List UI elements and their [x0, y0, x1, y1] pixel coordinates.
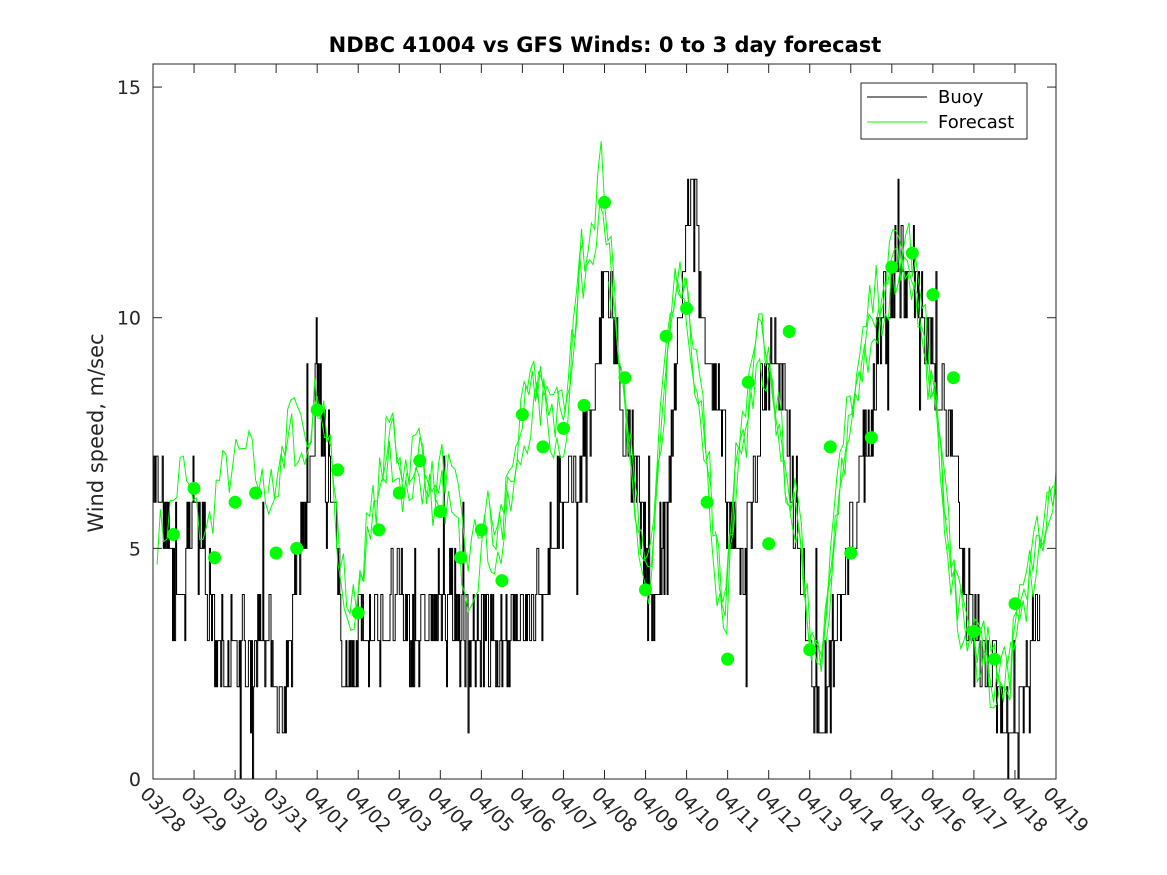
- y-axis: 0 5 10 15: [117, 77, 1056, 791]
- forecast-point: [700, 495, 714, 509]
- forecast-point: [310, 403, 324, 417]
- forecast-line-6: [714, 222, 1054, 685]
- forecast-point: [331, 463, 345, 477]
- forecast-point: [269, 546, 283, 560]
- forecast-point: [926, 288, 940, 302]
- forecast-point: [864, 431, 878, 445]
- plot-background: [153, 64, 1056, 779]
- forecast-point: [762, 537, 776, 551]
- forecast-point: [987, 652, 1001, 666]
- forecast-point: [598, 195, 611, 209]
- y-tick-label: 10: [117, 308, 141, 330]
- forecast-point: [557, 421, 570, 435]
- forecast-point: [392, 486, 406, 500]
- forecast-point: [618, 371, 632, 385]
- forecast-point: [290, 541, 304, 555]
- forecast-point: [474, 523, 488, 537]
- legend-buoy-label: Buoy: [938, 87, 984, 108]
- plot-area: [153, 64, 1057, 780]
- forecast-point: [454, 551, 468, 565]
- forecast-point: [372, 523, 386, 537]
- forecast-point: [639, 583, 652, 597]
- forecast-line-8: [940, 447, 1057, 703]
- forecast-point: [249, 486, 263, 500]
- legend: Buoy Forecast: [860, 82, 1028, 140]
- forecast-line-4: [489, 141, 835, 673]
- forecast-series: [156, 141, 1057, 709]
- forecast-point: [536, 440, 550, 454]
- forecast-point: [659, 329, 673, 343]
- forecast-point: [187, 481, 201, 495]
- forecast-point: [413, 454, 427, 468]
- y-tick-label: 5: [129, 538, 141, 560]
- legend-forecast-label: Forecast: [938, 112, 1014, 133]
- forecast-point: [967, 624, 981, 638]
- forecast-point: [905, 246, 919, 260]
- legend-box: [860, 82, 1028, 140]
- y-axis-label: Wind speed, m/sec: [84, 333, 108, 532]
- forecast-point: [433, 505, 447, 518]
- forecast-line-2: [267, 242, 584, 616]
- forecast-point: [495, 574, 509, 588]
- forecast-point: [577, 398, 591, 412]
- forecast-point: [844, 546, 858, 560]
- forecast-point: [721, 652, 735, 666]
- forecast-point: [228, 495, 242, 509]
- forecast-point: [515, 408, 529, 422]
- y-tick-label: 0: [129, 769, 141, 791]
- forecast-point: [885, 260, 899, 274]
- forecast-point: [741, 375, 755, 389]
- forecast-point: [208, 551, 222, 565]
- forecast-point: [167, 528, 180, 541]
- forecast-point: [1008, 597, 1022, 611]
- forecast-point: [803, 643, 817, 657]
- chart-title: NDBC 41004 vs GFS Winds: 0 to 3 day fore…: [329, 33, 882, 57]
- forecast-point: [823, 440, 837, 454]
- forecast-points: [167, 195, 1022, 666]
- y-tick-label: 15: [117, 77, 141, 99]
- forecast-point: [351, 606, 365, 620]
- forecast-point: [782, 325, 796, 338]
- forecast-point: [946, 371, 960, 385]
- forecast-point: [680, 302, 694, 315]
